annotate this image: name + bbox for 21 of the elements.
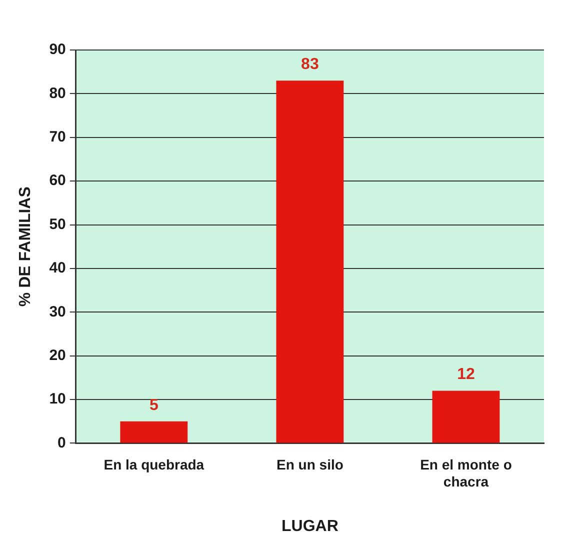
y-tick-label: 70 (49, 128, 66, 146)
data-label: 83 (301, 56, 319, 73)
y-tick-label: 10 (49, 390, 66, 408)
x-tick-label: En un silo (276, 456, 344, 472)
y-tick-label: 60 (49, 172, 66, 190)
y-tick-label: 80 (49, 84, 66, 102)
y-tick-label: 50 (49, 216, 66, 233)
data-label: 12 (457, 366, 475, 384)
bar (432, 390, 500, 443)
y-tick-label: 20 (49, 346, 66, 364)
data-label: 5 (149, 396, 158, 414)
y-tick-label: 90 (49, 41, 66, 58)
y-tick-label: 30 (49, 303, 66, 320)
x-tick-label: En la quebrada (104, 456, 204, 472)
y-tick-label: 0 (58, 434, 66, 452)
y-tick-label: 40 (49, 260, 66, 277)
x-tick-label: En el monte o chacra (420, 456, 512, 490)
bar (276, 80, 344, 443)
x-axis-title: LUGAR (281, 518, 339, 535)
bar (120, 421, 188, 443)
y-axis-title: % DE FAMILIAS (17, 186, 34, 307)
